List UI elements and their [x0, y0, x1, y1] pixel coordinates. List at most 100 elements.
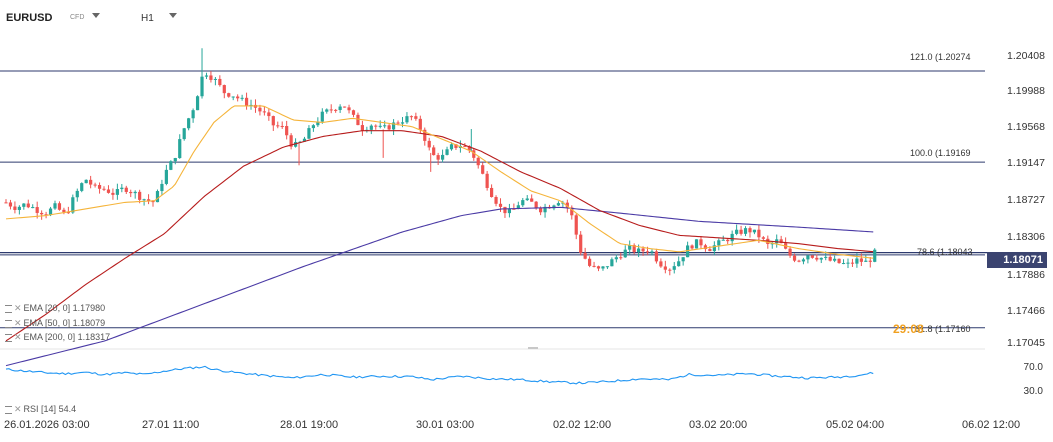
candle-body: [583, 252, 587, 259]
candle-body: [13, 206, 17, 210]
candle-body: [106, 189, 111, 193]
price-tick: 1.18306: [1007, 231, 1045, 243]
ema50-line: [5, 130, 874, 342]
candle-countdown: 29:08: [893, 322, 924, 336]
candle-body: [735, 229, 739, 234]
candle-body: [40, 212, 44, 215]
candle-body: [837, 258, 841, 264]
ema20-line: [5, 105, 874, 259]
candle-body: [534, 201, 538, 208]
candle-body: [708, 249, 712, 252]
candle-body: [748, 228, 752, 233]
indicator-legend-ema50[interactable]: ✕ EMA [50, 0] 1.18079: [5, 318, 105, 329]
candle-body: [489, 187, 494, 198]
candle-body: [792, 255, 797, 261]
candle-body: [539, 207, 543, 213]
candle-body: [129, 191, 133, 194]
candle-body: [752, 229, 757, 233]
timeframe-dropdown-icon[interactable]: [169, 13, 177, 18]
close-icon[interactable]: ✕: [14, 303, 22, 313]
candle-body: [512, 208, 516, 210]
candle-body: [97, 185, 102, 189]
candle-body: [601, 266, 605, 269]
candle-body: [494, 197, 498, 204]
candle-body: [26, 203, 30, 208]
candle-body: [71, 197, 75, 213]
candle-body: [619, 257, 623, 259]
time-tick: 06.02 12:00: [962, 419, 1021, 431]
candle-body: [530, 198, 534, 202]
candle-body: [579, 234, 583, 253]
settings-icon[interactable]: [5, 304, 12, 313]
close-icon[interactable]: ✕: [14, 332, 22, 342]
candle-body: [351, 110, 356, 115]
candle-body: [138, 191, 142, 200]
candle-body: [307, 128, 311, 139]
candle-body: [285, 126, 289, 136]
fib-level-label: 61.8 (1.17160: [915, 324, 971, 334]
candle-body: [815, 257, 819, 260]
candle-body: [454, 144, 458, 148]
candle-body: [605, 266, 610, 268]
candle-body: [663, 266, 667, 270]
candle-body: [347, 107, 351, 111]
settings-icon[interactable]: [5, 333, 12, 342]
candle-body: [481, 165, 485, 174]
symbol-dropdown-icon[interactable]: [92, 13, 100, 18]
candle-body: [614, 257, 618, 260]
candle-body: [668, 269, 672, 271]
indicator-legend-ema200[interactable]: ✕ EMA [200, 0] 1.18317: [5, 332, 110, 343]
candle-body: [596, 266, 601, 269]
candle-body: [44, 214, 48, 216]
candle-body: [868, 260, 872, 262]
candle-body: [476, 157, 480, 166]
candle-body: [645, 251, 650, 253]
candle-body: [325, 109, 329, 112]
symbol-selector[interactable]: EURUSD: [6, 12, 53, 24]
candle-body: [659, 261, 663, 267]
symbol-type: CFD: [70, 14, 85, 21]
close-icon[interactable]: ✕: [14, 318, 22, 328]
candle-body: [405, 116, 409, 123]
candle-body: [378, 125, 382, 127]
candle-body: [423, 129, 427, 141]
candle-body: [699, 239, 703, 246]
candle-body: [641, 248, 645, 252]
timeframe-selector[interactable]: H1: [141, 13, 154, 24]
candle-body: [146, 199, 151, 201]
candle-body: [334, 109, 338, 111]
settings-icon[interactable]: [5, 405, 12, 414]
candle-body: [66, 212, 70, 214]
candle-body: [102, 188, 106, 190]
candle-body: [721, 239, 725, 241]
close-icon[interactable]: ✕: [14, 404, 22, 414]
candle-body: [191, 110, 195, 119]
candle-body: [195, 96, 200, 111]
current-price-tag: 1.18071: [987, 252, 1047, 268]
settings-icon[interactable]: [5, 319, 12, 328]
candle-body: [498, 203, 503, 207]
indicator-legend-rsi[interactable]: ✕ RSI [14] 54.4: [5, 404, 76, 415]
candle-body: [463, 146, 467, 148]
candle-body: [383, 125, 387, 127]
price-tick: 1.20408: [1007, 50, 1045, 62]
candle-body: [632, 245, 636, 253]
candle-body: [213, 78, 217, 80]
candle-body: [418, 118, 422, 130]
candle-body: [374, 125, 378, 127]
time-tick: 28.01 19:00: [280, 419, 339, 431]
candle-body: [35, 207, 39, 213]
candle-body: [432, 147, 436, 156]
candle-body: [819, 257, 823, 260]
candle-body: [806, 255, 810, 260]
candle-body: [293, 142, 298, 147]
candle-body: [391, 122, 396, 130]
candle-body: [160, 183, 164, 192]
candle-body: [761, 237, 765, 239]
candle-body: [209, 75, 213, 80]
candle-body: [329, 109, 333, 111]
candle-body: [120, 187, 124, 190]
candle-body: [485, 173, 489, 188]
indicator-legend-ema20[interactable]: ✕ EMA [20, 0] 1.17980: [5, 303, 105, 314]
